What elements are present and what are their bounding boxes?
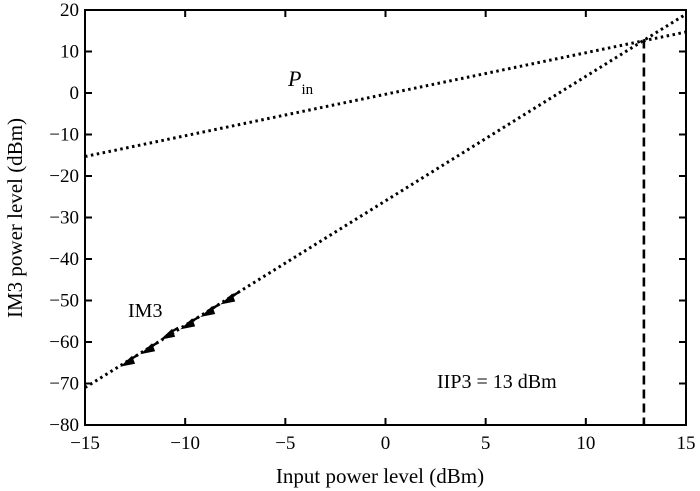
im3-point-marker xyxy=(200,305,216,317)
x-tick-label: 15 xyxy=(677,433,696,454)
y-tick-label: −60 xyxy=(49,332,79,353)
y-tick-label: −10 xyxy=(49,125,79,146)
x-tick-label: −15 xyxy=(70,433,100,454)
im3-label: IM3 xyxy=(128,300,162,322)
y-tick-label: −70 xyxy=(49,374,79,395)
x-tick-label: 0 xyxy=(381,433,391,454)
im3-point-marker xyxy=(120,355,136,367)
x-tick-label: −10 xyxy=(170,433,200,454)
axis-ticks: −15 −10 −5 0 5 10 1520100−10−20−30−40−50−60−70… xyxy=(49,0,695,454)
pin-label: Pin xyxy=(287,66,314,98)
pin-label-sub: in xyxy=(301,82,313,98)
y-axis-title: IM3 power level (dBm) xyxy=(3,118,27,318)
plot-area xyxy=(84,9,687,426)
im3-point-marker xyxy=(220,293,236,305)
y-tick-label: −50 xyxy=(49,291,79,312)
y-tick-label: −40 xyxy=(49,249,79,270)
x-tick-label: 5 xyxy=(481,433,491,454)
series-p-in-line xyxy=(85,30,686,158)
y-tick-label: −30 xyxy=(49,208,79,229)
x-tick-label: 10 xyxy=(576,433,595,454)
y-tick-label: 0 xyxy=(70,83,80,104)
pin-label-main: P xyxy=(287,66,301,91)
plot-frame xyxy=(84,9,687,426)
y-tick-label: 10 xyxy=(60,42,79,63)
im3-point-marker xyxy=(180,318,196,330)
y-tick-label: −80 xyxy=(49,415,79,436)
y-tick-label: −20 xyxy=(49,166,79,187)
y-tick-label: 20 xyxy=(60,0,79,21)
iip3-label: IIP3 = 13 dBm xyxy=(437,371,557,393)
x-axis-title: Input power level (dBm) xyxy=(276,464,484,488)
im3-point-marker xyxy=(140,343,156,355)
im3-point-marker xyxy=(160,328,176,340)
x-tick-label: −5 xyxy=(275,433,295,454)
series-im3-line xyxy=(85,12,686,389)
